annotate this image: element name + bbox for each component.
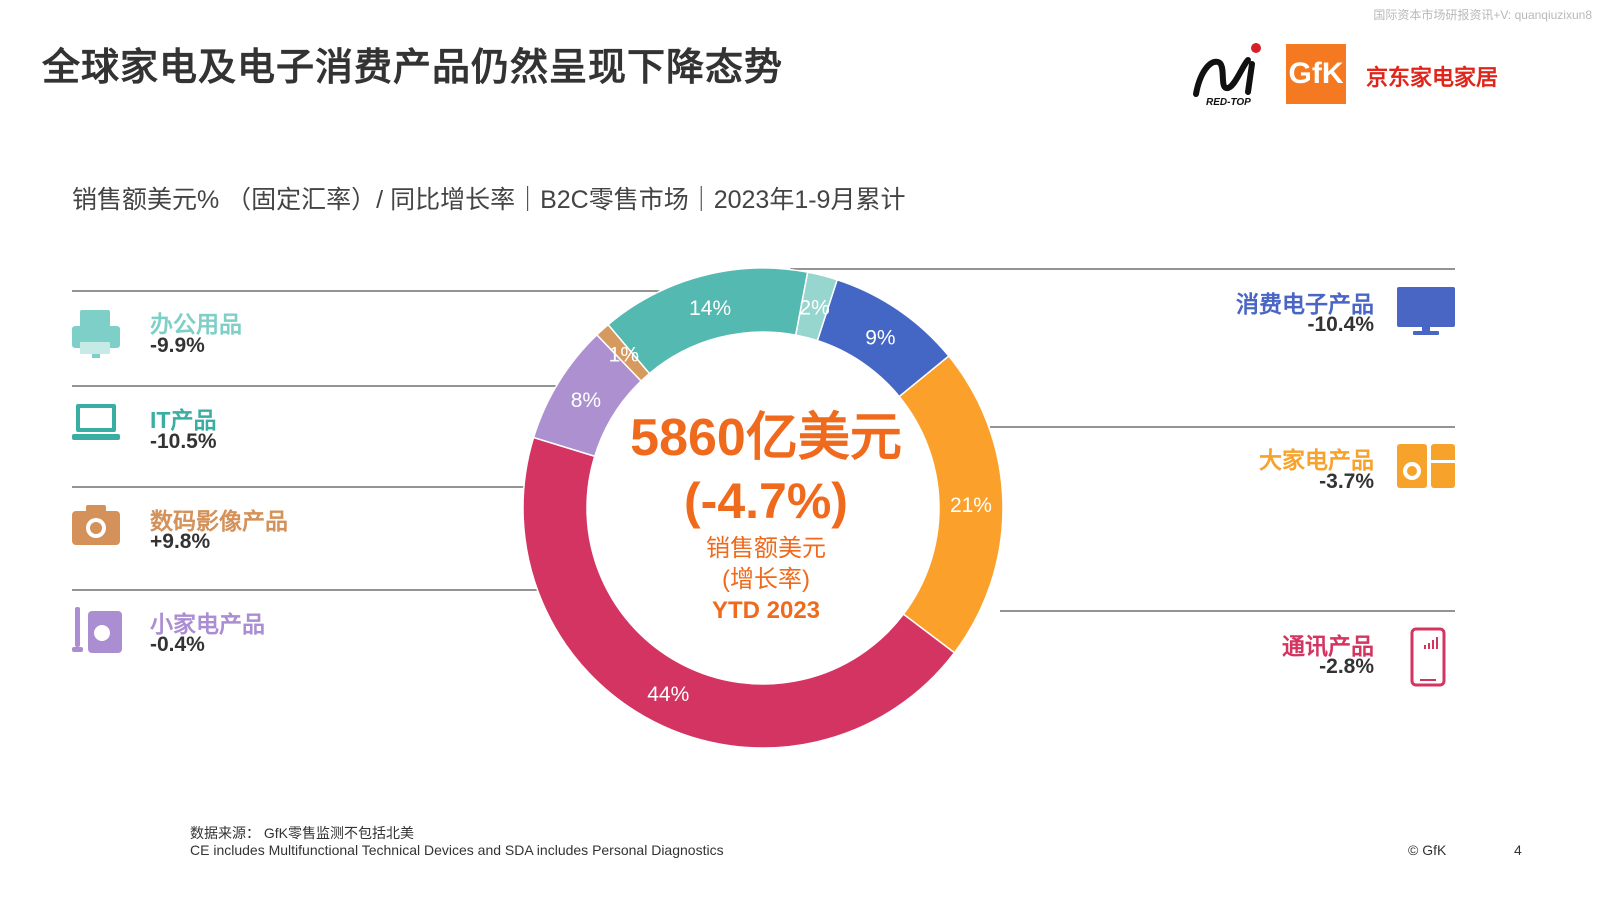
donut-slice-label-0: 9% [865,326,895,349]
donut-slice-2 [522,436,956,749]
camera-icon [72,505,120,545]
category-growth-photo: +9.8% [150,530,211,553]
category-name-telecom: 通讯产品 [1282,633,1374,659]
page-number: 4 [1514,842,1522,858]
washing-machine-icon [1397,444,1455,488]
donut-slice-labels: 9% 21% 44% 8% 1% 14% 2% [571,297,992,707]
small-appliance-icon [72,607,122,653]
footer-note: CE includes Multifunctional Technical De… [190,842,724,858]
separator-lines [72,268,1455,612]
footer-source: 数据来源： GfK零售监测不包括北美 [190,825,415,841]
category-growth-sda: -0.4% [150,633,205,656]
center-label-growth: (增长率) [722,566,810,593]
center-total: 5860亿美元 [630,409,902,467]
watermark: 国际资本市场研报资讯+V: quanqiuzixun8 [1373,8,1592,22]
category-name-ce: 消费电子产品 [1236,291,1374,317]
category-growth-mda: -3.7% [1319,470,1374,493]
gfk-logo: GfK [1286,44,1346,104]
category-name-office: 办公用品 [150,311,242,337]
page-title: 全球家电及电子消费产品仍然呈现下降态势 [42,47,784,89]
laptop-icon [72,404,120,440]
redtop-logo-text: RED-TOP [1206,97,1251,108]
tv-icon [1397,287,1455,335]
redtop-logo: RED-TOP [1190,42,1274,108]
donut-slice-label-1: 21% [950,494,992,517]
donut-slice-label-6: 2% [799,297,829,320]
category-growth-ce: -10.4% [1307,313,1374,336]
donut-slice-6 [794,271,839,342]
center-label-ytd: YTD 2023 [712,597,820,624]
jd-logo: 京东家电家居 [1366,65,1499,90]
center-label-sales: 销售额美元 [706,535,826,562]
category-growth-it: -10.5% [150,430,217,453]
donut-slice-label-2: 44% [647,683,689,706]
center-growth: (-4.7%) [684,473,848,529]
donut-slices [522,267,1004,749]
category-name-sda: 小家电产品 [150,611,265,637]
category-name-mda: 大家电产品 [1259,447,1374,473]
donut-slice-label-4: 1% [609,343,639,366]
donut-slice-label-3: 8% [571,389,601,412]
category-growth-telecom: -2.8% [1319,655,1374,678]
footer-copyright: © GfK [1408,842,1447,858]
category-name-photo: 数码影像产品 [150,508,288,534]
printer-icon [72,310,120,358]
category-growth-office: -9.9% [150,334,205,357]
smartphone-icon [1410,627,1446,687]
category-name-it: IT产品 [150,407,217,433]
chart-subtitle: 销售额美元% （固定汇率）/ 同比增长率｜B2C零售市场｜2023年1-9月累计 [72,186,906,214]
donut-slice-label-5: 14% [689,297,731,320]
